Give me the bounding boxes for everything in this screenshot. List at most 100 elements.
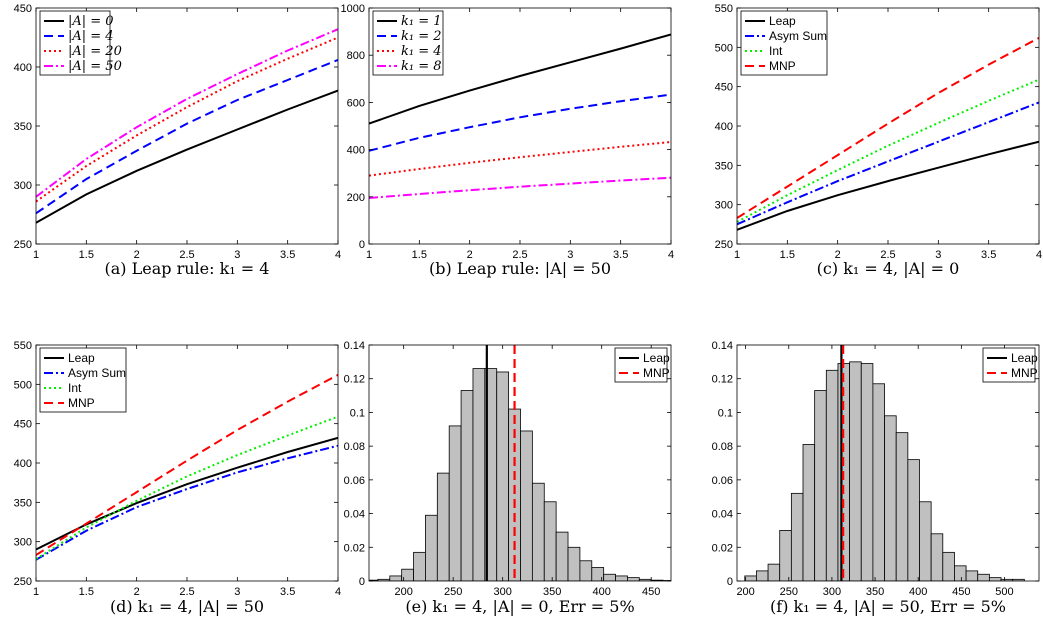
x-tick-label: 4	[1036, 249, 1042, 261]
x-tick-label: 1	[33, 586, 39, 598]
y-tick-label: 0.02	[712, 542, 733, 554]
panel-caption: (f) k₁ = 4, |A| = 50, Err = 5%	[770, 597, 1006, 616]
legend-label: MNP	[769, 59, 796, 73]
x-tick-label: 4	[668, 249, 674, 261]
plot-frame	[368, 344, 672, 582]
histogram-bars	[369, 368, 671, 581]
x-tick-label: 2.5	[179, 249, 194, 261]
histogram-bar	[954, 565, 967, 581]
y-tick-label: 350	[14, 121, 32, 133]
histogram-bar	[531, 482, 545, 581]
y-tick-label: 250	[14, 576, 32, 588]
chart-panel-e: 200 250 300 350 400 450 0 0.02 0.04 0.06 0.08 0.1 0.…	[344, 340, 672, 616]
y-tick-label: 0.08	[712, 441, 733, 453]
x-tick-label: 250	[780, 586, 798, 598]
histogram-bars	[744, 361, 1025, 581]
x-tick-label: 450	[952, 586, 970, 598]
histogram-bar	[790, 492, 804, 581]
panel-caption: (b) Leap rule: |A| = 50	[429, 259, 611, 278]
legend-label: Asym Sum	[68, 366, 126, 380]
histogram-bar	[977, 573, 990, 581]
series-line-3	[36, 415, 338, 560]
y-tick-label: 0	[359, 576, 365, 588]
y-tick-label: 400	[14, 458, 32, 470]
y-tick-label: 550	[715, 3, 733, 15]
y-tick-label: 0.14	[712, 340, 733, 352]
legend-label: Leap	[68, 351, 95, 365]
y-tick-label: 450	[14, 3, 32, 15]
y-tick-label: 300	[14, 537, 32, 549]
series-line-3	[369, 141, 671, 177]
x-tick-label: 3.5	[981, 249, 996, 261]
x-tick-label: 3	[567, 249, 573, 261]
chart-panel-f: 200 250 300 350 400 450 500 0 0.02 0.04 0.06 0.08 0.…	[712, 340, 1040, 616]
series-line-2	[737, 101, 1039, 226]
y-tick-label: 450	[715, 82, 733, 94]
y-tick-label: 0.06	[712, 475, 733, 487]
series-line-4	[36, 374, 338, 556]
panel-caption: (e) k₁ = 4, |A| = 0, Err = 5%	[405, 597, 634, 616]
x-tick-label: 350	[866, 586, 884, 598]
legend-label: Leap	[1011, 351, 1038, 365]
legend-label: Int	[68, 381, 82, 395]
y-tick-label: 350	[14, 497, 32, 509]
x-tick-label: 2	[134, 249, 140, 261]
y-tick-label: 0.14	[344, 340, 365, 352]
y-tick-label: 0.1	[718, 407, 733, 419]
x-tick-label: 1.5	[412, 249, 427, 261]
y-tick-label: 0.12	[344, 374, 365, 386]
series-line-1	[737, 140, 1039, 231]
y-tick-label: 250	[715, 239, 733, 251]
histogram-bar	[895, 432, 909, 581]
series-line-2	[369, 93, 671, 152]
x-tick-label: 400	[593, 586, 611, 598]
histogram-bar	[767, 563, 781, 581]
histogram-bar	[965, 570, 979, 581]
x-tick-label: 3	[935, 249, 941, 261]
y-tick-label: 600	[347, 97, 365, 109]
histogram-bar	[849, 361, 862, 581]
legend-label: MNP	[1011, 366, 1038, 380]
legend-box	[614, 347, 668, 383]
y-tick-label: 400	[715, 121, 733, 133]
histogram-bar	[425, 514, 438, 581]
y-tick-label: 1000	[341, 3, 365, 15]
x-tick-label: 300	[823, 586, 841, 598]
histogram-bar	[756, 570, 769, 581]
x-tick-label: 2	[467, 249, 473, 261]
x-tick-label: 350	[543, 586, 561, 598]
legend-label: Asym Sum	[769, 29, 827, 43]
y-tick-label: 300	[715, 200, 733, 212]
legend-label: k₁ = 4	[401, 44, 442, 59]
y-tick-label: 400	[14, 62, 32, 74]
y-tick-label: 250	[14, 239, 32, 251]
y-tick-label: 0	[727, 576, 733, 588]
series-line-4	[737, 37, 1039, 219]
x-tick-label: 1.5	[780, 249, 795, 261]
histogram-bar	[567, 546, 581, 581]
series-line-3	[36, 36, 338, 203]
histogram-bar	[413, 551, 426, 581]
histogram-bar	[919, 501, 932, 581]
panel-caption: (c) k₁ = 4, |A| = 0	[817, 259, 960, 278]
x-tick-label: 3.5	[280, 249, 295, 261]
histogram-bar	[603, 573, 616, 581]
panel-caption: (a) Leap rule: k₁ = 4	[105, 259, 270, 278]
series-line-4	[369, 176, 671, 199]
histogram-bar	[930, 533, 944, 581]
series-lines	[737, 37, 1039, 231]
histogram-bar	[779, 530, 792, 581]
histogram-bar	[615, 575, 628, 581]
histogram-bar	[496, 371, 510, 581]
series-line-4	[36, 28, 338, 198]
x-tick-label: 2	[835, 249, 841, 261]
histogram-bar	[436, 472, 450, 581]
x-tick-label: 2.5	[512, 249, 527, 261]
x-tick-label: 200	[736, 586, 754, 598]
histogram-bar	[520, 430, 533, 581]
panel-caption: (d) k₁ = 4, |A| = 50	[110, 597, 264, 616]
